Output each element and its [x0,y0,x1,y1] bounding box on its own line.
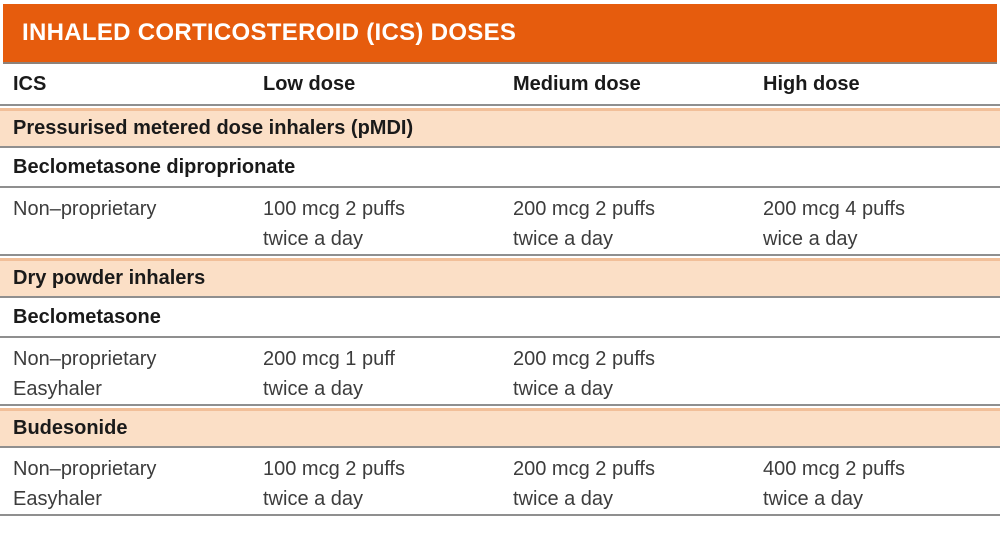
col-header-ics: ICS [0,64,250,106]
medium-dose-cell: 200 mcg 2 puffs twice a day [500,188,750,256]
table-row: Non–proprietary 100 mcg 2 puffs twice a … [0,188,1000,256]
page-title: INHALED CORTICOSTEROID (ICS) DOSES [22,19,517,46]
high-dose-cell: 200 mcg 4 puffs wice a day [750,188,1000,256]
drug-name-cell: Non–proprietary [0,188,250,256]
low-dose-cell: 200 mcg 1 puff twice a day [250,338,500,406]
ics-doses-table: ICS Low dose Medium dose High dose Press… [0,64,1000,516]
section-label: Dry powder inhalers [0,256,1000,298]
column-header-row: ICS Low dose Medium dose High dose [0,64,1000,106]
high-dose-cell [750,338,1000,406]
drug-name-cell: Non–proprietary Easyhaler [0,448,250,516]
section-row-budesonide: Budesonide [0,406,1000,448]
col-header-high-dose: High dose [750,64,1000,106]
drug-name-cell: Non–proprietary Easyhaler [0,338,250,406]
high-dose-cell: 400 mcg 2 puffs twice a day [750,448,1000,516]
section-row-pmdi: Pressurised metered dose inhalers (pMDI) [0,106,1000,148]
subheader-row-beclometasone: Beclometasone [0,298,1000,338]
title-banner: INHALED CORTICOSTEROID (ICS) DOSES [3,4,997,62]
section-row-dry-powder-inhalers: Dry powder inhalers [0,256,1000,298]
low-dose-cell: 100 mcg 2 puffs twice a day [250,448,500,516]
table-row: Non–proprietary Easyhaler 100 mcg 2 puff… [0,448,1000,516]
subheader-label: Beclometasone diproprionate [0,148,1000,188]
section-label: Pressurised metered dose inhalers (pMDI) [0,106,1000,148]
col-header-medium-dose: Medium dose [500,64,750,106]
col-header-low-dose: Low dose [250,64,500,106]
low-dose-cell: 100 mcg 2 puffs twice a day [250,188,500,256]
medium-dose-cell: 200 mcg 2 puffs twice a day [500,448,750,516]
table-row: Non–proprietary Easyhaler 200 mcg 1 puff… [0,338,1000,406]
medium-dose-cell: 200 mcg 2 puffs twice a day [500,338,750,406]
subheader-row-beclometasone-diproprionate: Beclometasone diproprionate [0,148,1000,188]
subheader-label: Beclometasone [0,298,1000,338]
section-label: Budesonide [0,406,1000,448]
